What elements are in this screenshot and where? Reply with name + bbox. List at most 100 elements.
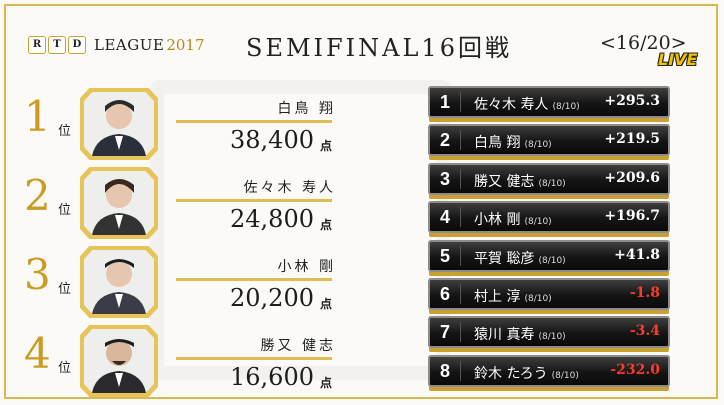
player-avatar-icon — [92, 100, 146, 156]
ranking-rank: 2 — [440, 130, 451, 151]
ranking-player-name: 鈴木 たろう (8/10) — [474, 363, 579, 383]
ranking-divider — [460, 284, 461, 304]
ranking-games-played: (8/10) — [524, 294, 552, 304]
ranking-rank: 1 — [440, 92, 451, 112]
player-avatar-icon — [92, 179, 146, 235]
ranking-games-played: (8/10) — [524, 217, 552, 228]
standing-rank: 2 — [24, 171, 51, 220]
ranking-name-text: 猿川 真寿 — [474, 327, 535, 344]
ranking-games-played: (8/10) — [538, 178, 566, 189]
standing-rank: 1 — [24, 92, 51, 141]
ranking-rank: 5 — [440, 245, 451, 266]
ranking-row: 1 佐々木 寿人 (8/10) +295.3 — [428, 86, 670, 118]
player-name: 佐々木 寿人 — [243, 180, 336, 196]
name-underline — [176, 357, 332, 360]
name-underline — [176, 278, 332, 281]
ranking-name-text: 白鳥 翔 — [474, 135, 521, 152]
standing-rank-suffix: 位 — [58, 282, 72, 297]
ranking-row: 8 鈴木 たろう (8/10) -232.0 — [428, 354, 670, 387]
score-unit: 点 — [319, 218, 332, 232]
player-photo — [80, 325, 158, 397]
player-name: 小林 剛 — [277, 259, 336, 275]
standing-rank-suffix: 位 — [58, 203, 72, 218]
ranking-divider — [460, 322, 461, 343]
ranking-games-played: (8/10) — [552, 102, 580, 112]
ranking-player-name: 平賀 聡彦 (8/10) — [474, 248, 566, 268]
ranking-rank: 4 — [440, 207, 451, 228]
player-photo — [80, 88, 158, 160]
ranking-divider — [460, 130, 461, 151]
player-avatar-icon — [92, 259, 146, 314]
outer-frame — [4, 4, 718, 399]
ranking-row: 7 猿川 真寿 (8/10) -3.4 — [428, 316, 670, 349]
player-photo — [80, 167, 158, 239]
logo-year: 2017 — [166, 36, 205, 54]
ranking-points: +295.3 — [604, 93, 660, 109]
ranking-name-text: 鈴木 たろう — [474, 365, 548, 382]
ranking-row: 6 村上 淳 (8/10) -1.8 — [428, 278, 670, 310]
standing-row: 1 位 白鳥 翔 38,400 点 — [0, 84, 380, 162]
logo-letter-r: R — [28, 36, 46, 54]
name-underline — [176, 199, 332, 202]
ranking-points: +209.6 — [604, 169, 660, 186]
standing-row: 2 位 佐々木 寿人 24,800 点 — [0, 163, 380, 241]
ranking-points: +41.8 — [614, 246, 660, 263]
standing-rank-suffix: 位 — [58, 124, 72, 139]
ranking-player-name: 小林 剛 (8/10) — [474, 209, 552, 229]
ranking-row: 5 平賀 聡彦 (8/10) +41.8 — [428, 239, 670, 272]
game-progress: <16/20> — [600, 32, 687, 54]
ranking-rank: 8 — [440, 360, 451, 381]
ranking-player-name: 猿川 真寿 (8/10) — [474, 324, 566, 344]
ranking-games-played: (8/10) — [524, 140, 552, 151]
standing-rank-suffix: 位 — [58, 361, 72, 376]
ranking-player-name: 佐々木 寿人 (8/10) — [474, 94, 580, 114]
standing-rank: 3 — [24, 250, 51, 299]
player-name: 勝又 健志 — [260, 338, 336, 354]
ranking-points: +196.7 — [604, 208, 660, 225]
ranking-name-text: 佐々木 寿人 — [474, 97, 549, 113]
ranking-points: -1.8 — [629, 285, 660, 301]
ranking-points: -232.0 — [610, 361, 660, 378]
ranking-player-name: 村上 淳 (8/10) — [474, 286, 552, 306]
rtd-league-logo: R T D LEAGUE 2017 — [28, 36, 205, 54]
ranking-games-played: (8/10) — [538, 255, 566, 266]
ranking-row: 2 白鳥 翔 (8/10) +219.5 — [428, 124, 670, 157]
ranking-games-played: (8/10) — [551, 370, 579, 381]
player-avatar-icon — [92, 339, 146, 393]
ranking-rank: 7 — [440, 322, 451, 343]
standing-row: 4 位 勝又 健志 16,600 点 — [0, 321, 380, 399]
ranking-divider — [460, 168, 461, 189]
ranking-divider — [460, 92, 461, 112]
score-unit: 点 — [319, 139, 332, 153]
page-title: SEMIFINAL16回戦 — [246, 34, 512, 62]
ranking-points: -3.4 — [629, 323, 660, 340]
player-score: 38,400 — [230, 126, 314, 154]
standing-rank: 4 — [24, 329, 51, 378]
player-name: 白鳥 翔 — [277, 101, 336, 117]
ranking-rank: 6 — [440, 284, 451, 304]
ranking-divider — [460, 245, 461, 266]
logo-letter-t: T — [48, 36, 66, 54]
score-unit: 点 — [319, 297, 332, 311]
ranking-name-text: 平賀 聡彦 — [474, 250, 535, 267]
ranking-rank: 3 — [440, 168, 451, 189]
ranking-divider — [460, 360, 461, 381]
ranking-row: 4 小林 剛 (8/10) +196.7 — [428, 201, 670, 234]
ranking-name-text: 小林 剛 — [474, 212, 521, 229]
name-underline — [176, 120, 332, 123]
ranking-name-text: 村上 淳 — [474, 289, 521, 305]
player-photo — [80, 246, 158, 318]
logo-letter-d: D — [68, 36, 86, 54]
ranking-divider — [460, 207, 461, 228]
ranking-games-played: (8/10) — [538, 332, 566, 343]
ranking-player-name: 勝又 健志 (8/10) — [474, 171, 566, 191]
ranking-row: 3 勝又 健志 (8/10) +209.6 — [428, 162, 670, 195]
ranking-points: +219.5 — [604, 131, 660, 148]
live-badge: LIVE — [658, 50, 698, 69]
player-score: 20,200 — [230, 284, 314, 312]
score-unit: 点 — [319, 376, 332, 390]
logo-word: LEAGUE — [94, 36, 165, 54]
ranking-name-text: 勝又 健志 — [474, 173, 535, 190]
standing-row: 3 位 小林 剛 20,200 点 — [0, 242, 380, 320]
player-score: 16,600 — [230, 363, 314, 391]
